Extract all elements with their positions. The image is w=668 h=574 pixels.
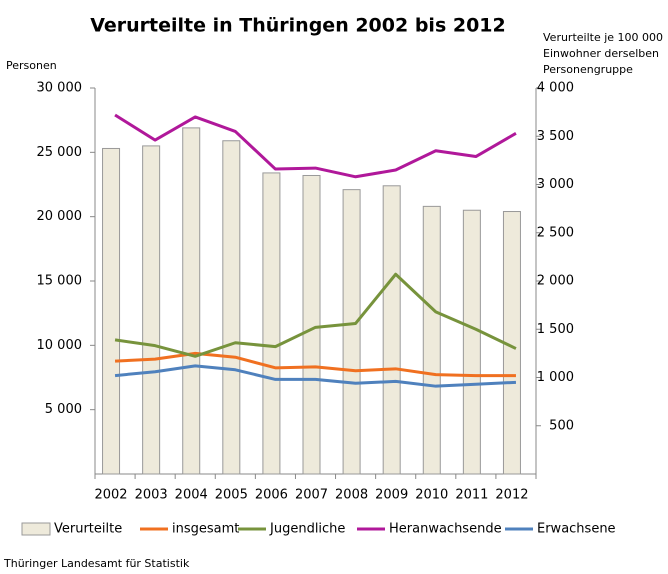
y2-tick-label: 1 000 (537, 370, 574, 385)
bar (382, 185, 401, 475)
line (114, 351, 516, 378)
line (114, 272, 517, 358)
x-tick-label: 2003 (135, 488, 168, 503)
x-tick-label: 2010 (415, 488, 448, 503)
x-tick-label: 2009 (375, 488, 408, 503)
y-tick-label: 5 000 (45, 402, 82, 417)
y2-axis-label: Personengruppe (543, 63, 633, 76)
y-tick-label: 25 000 (37, 145, 83, 160)
y2-tick-label: 4 000 (537, 81, 574, 96)
legend-label: Erwachsene (537, 522, 616, 537)
x-tick-label: 2002 (94, 488, 127, 503)
source: Thüringer Landesamt für Statistik (3, 557, 190, 570)
legend-label: Heranwachsende (389, 522, 502, 537)
y2-tick-label: 500 (549, 418, 574, 433)
y-tick-label: 15 000 (37, 274, 83, 289)
bar (222, 140, 241, 475)
bar (102, 147, 121, 475)
bar (342, 189, 361, 475)
bar (302, 174, 321, 475)
y2-tick-label: 2 000 (537, 274, 574, 289)
line (114, 364, 517, 388)
bar (262, 172, 281, 475)
x-tick-label: 2005 (215, 488, 248, 503)
y2-axis-label: Verurteilte je 100 000 (543, 31, 663, 44)
y-tick-label: 10 000 (37, 338, 83, 353)
legend-swatch (21, 522, 51, 536)
legend-label: insgesamt (172, 522, 239, 537)
y2-tick-label: 1 500 (537, 322, 574, 337)
y-axis-label: Personen (6, 59, 57, 72)
legend-label: Jugendliche (269, 522, 345, 537)
y2-tick-label: 3 500 (537, 129, 574, 144)
x-tick-label: 2004 (175, 488, 208, 503)
bar (462, 209, 481, 475)
y-tick-label: 30 000 (37, 81, 83, 96)
x-tick-label: 2006 (255, 488, 288, 503)
x-tick-label: 2011 (455, 488, 488, 503)
line (114, 113, 517, 179)
x-tick-label: 2012 (495, 488, 528, 503)
y2-tick-label: 3 000 (537, 177, 574, 192)
y2-tick-label: 2 500 (537, 225, 574, 240)
bar (142, 145, 161, 475)
chart-title: Verurteilte in Thüringen 2002 bis 2012 (90, 15, 506, 37)
bar (422, 205, 441, 475)
x-tick-label: 2007 (295, 488, 328, 503)
y-tick-label: 20 000 (37, 209, 83, 224)
y2-axis-label: Einwohner derselben (543, 47, 659, 60)
bar (182, 127, 201, 475)
legend-label: Verurteilte (54, 522, 122, 537)
x-tick-label: 2008 (335, 488, 368, 503)
